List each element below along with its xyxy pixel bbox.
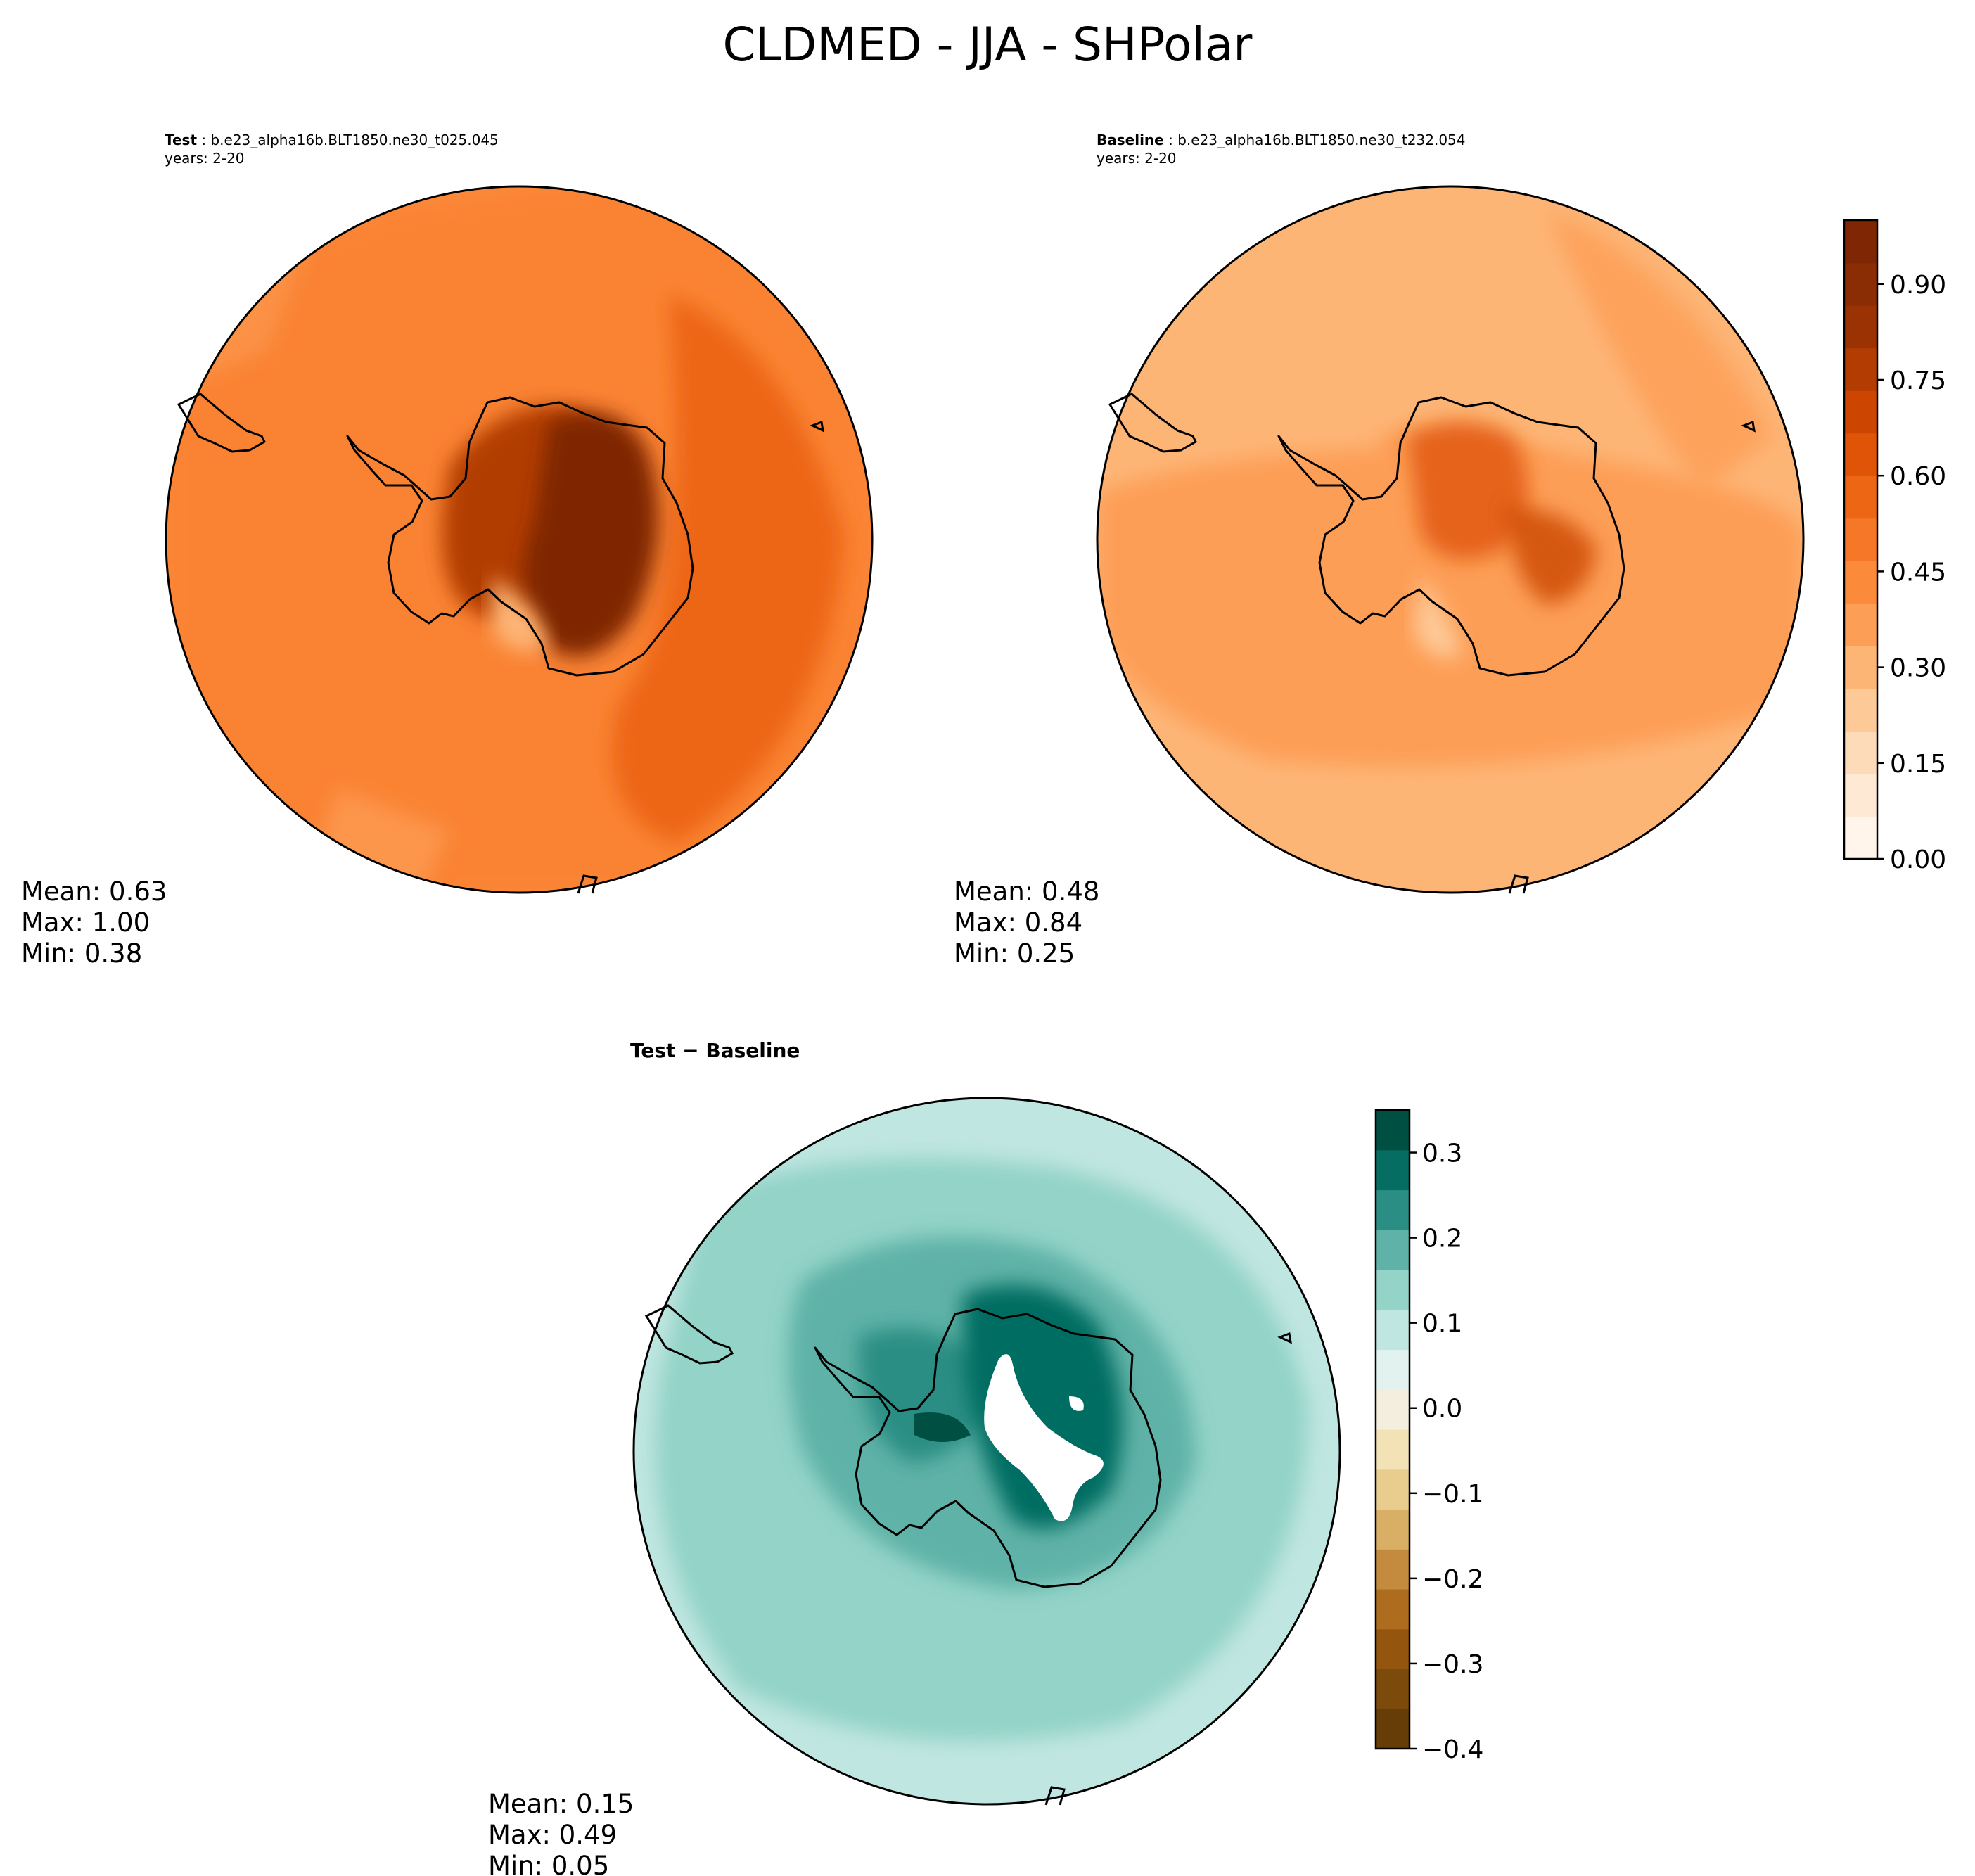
difference-colorbar-segment <box>1376 1589 1410 1630</box>
main-colorbar-tick-label: 0.45 <box>1890 558 1946 587</box>
main-colorbar-segment <box>1844 646 1877 689</box>
main-colorbar-segment <box>1844 476 1877 519</box>
main-colorbar-segment <box>1844 347 1877 391</box>
difference-coastline-south-america <box>644 1304 734 1365</box>
main-colorbar-tick-label: 0.60 <box>1890 462 1946 491</box>
difference-colorbar-segment <box>1376 1469 1410 1510</box>
main-colorbar-border <box>1843 219 1879 860</box>
difference-colorbar-segment <box>1376 1509 1410 1550</box>
test-map <box>166 186 872 893</box>
difference-colorbar-border <box>1374 1109 1411 1750</box>
difference-min: Min: 0.05 <box>488 1851 609 1876</box>
main-colorbar-segment <box>1844 773 1877 817</box>
main-colorbar-segment <box>1844 433 1877 476</box>
figure-title: CLDMED - JJA - SHPolar <box>723 18 1253 72</box>
main-colorbar-segment <box>1844 305 1877 349</box>
baseline-map <box>1097 186 1803 893</box>
difference-mean: Mean: 0.15 <box>488 1789 634 1819</box>
difference-colorbar-segment <box>1376 1549 1410 1590</box>
difference-colorbar-segment <box>1376 1230 1410 1270</box>
baseline-min: Min: 0.25 <box>954 938 1075 969</box>
baseline-max: Max: 0.84 <box>954 907 1082 938</box>
difference-coastline-nz <box>1044 1786 1066 1806</box>
difference-colorbar-segment <box>1376 1270 1410 1310</box>
main-colorbar-segment <box>1844 688 1877 732</box>
difference-colorbar-tick-label: −0.1 <box>1422 1480 1483 1509</box>
main-colorbar-segment <box>1844 561 1877 604</box>
main-colorbar-segment <box>1844 518 1877 561</box>
difference-coastline-island <box>1277 1332 1292 1344</box>
difference-colorbar-segment <box>1376 1628 1410 1670</box>
main-colorbar-tick-label: 0.90 <box>1890 271 1946 300</box>
test-min: Min: 0.38 <box>21 938 142 969</box>
difference-colorbar-segment <box>1376 1149 1410 1191</box>
main-colorbar-tick-label: 0.30 <box>1890 654 1946 683</box>
main-colorbar-segment <box>1844 816 1877 860</box>
main-colorbar-segment <box>1844 603 1877 646</box>
test-max: Max: 1.00 <box>21 907 150 938</box>
difference-colorbar-segment <box>1376 1309 1410 1351</box>
difference-colorbar-tick-label: 0.3 <box>1422 1140 1462 1168</box>
colorbar-main: 0.00 0.15 0.30 0.45 0.60 0.75 0.90 <box>1843 219 1946 874</box>
test-years: years: 2-20 <box>165 150 245 167</box>
difference-coastline <box>814 1308 1162 1588</box>
difference-colorbar-tick-label: −0.2 <box>1422 1565 1483 1594</box>
difference-title: Test − Baseline <box>630 1039 800 1062</box>
test-label: Test <box>165 132 197 148</box>
baseline-map-border <box>1096 185 1805 894</box>
test-coastline <box>346 396 694 677</box>
baseline-coastline-south-america <box>1108 393 1197 453</box>
difference-colorbar-tick-label: 0.1 <box>1422 1310 1462 1339</box>
difference-colorbar-segment <box>1376 1110 1410 1151</box>
difference-map-border <box>632 1097 1341 1806</box>
baseline-coastline-nz <box>1508 874 1529 894</box>
main-colorbar-segment <box>1844 220 1877 264</box>
baseline-mean: Mean: 0.48 <box>954 876 1099 907</box>
difference-colorbar-tick-label: −0.3 <box>1422 1650 1483 1679</box>
difference-colorbar-segment <box>1376 1709 1410 1749</box>
difference-colorbar-segment <box>1376 1189 1410 1230</box>
difference-max: Max: 0.49 <box>488 1820 617 1850</box>
difference-colorbar-tick-label: −0.4 <box>1422 1735 1483 1764</box>
main-colorbar-tick-label: 0.15 <box>1890 750 1946 779</box>
baseline-case-name: b.e23_alpha16b.BLT1850.ne30_t232.054 <box>1177 132 1465 148</box>
main-colorbar-segment <box>1844 262 1877 306</box>
difference-map <box>634 1098 1340 1804</box>
baseline-years: years: 2-20 <box>1097 150 1177 167</box>
test-map-border <box>165 185 874 894</box>
test-mean: Mean: 0.63 <box>21 876 167 907</box>
difference-colorbar-tick-label: 0.2 <box>1422 1225 1462 1253</box>
difference-colorbar-tick-label: 0.0 <box>1422 1395 1462 1424</box>
difference-colorbar-segment <box>1376 1389 1410 1430</box>
baseline-coastline <box>1277 396 1625 677</box>
main-colorbar-segment <box>1844 390 1877 434</box>
difference-colorbar-segment <box>1376 1668 1410 1709</box>
baseline-header: Baseline : b.e23_alpha16b.BLT1850.ne30_t… <box>1097 132 1466 148</box>
difference-colorbar-segment <box>1376 1429 1410 1470</box>
test-coastline-island <box>810 420 824 433</box>
baseline-coastline-island <box>1741 420 1756 433</box>
baseline-label: Baseline <box>1097 132 1164 148</box>
panel-baseline: Baseline : b.e23_alpha16b.BLT1850.ne30_t… <box>954 132 1805 969</box>
colorbar-difference: 0.3 0.2 0.1 0.0 −0.1 −0.2 −0.3 −0.4 <box>1374 1109 1483 1764</box>
test-case-name: b.e23_alpha16b.BLT1850.ne30_t025.045 <box>210 132 498 148</box>
main-colorbar-segment <box>1844 731 1877 774</box>
panel-test: Test : b.e23_alpha16b.BLT1850.ne30_t025.… <box>21 132 874 969</box>
test-coastline-nz <box>577 874 598 894</box>
difference-colorbar-segment <box>1376 1349 1410 1390</box>
panel-difference: Test − Baseline Mean: 0.15 Max: 0.49 Min… <box>488 1039 1341 1876</box>
main-colorbar-tick-label: 0.00 <box>1890 846 1946 874</box>
test-coastline-south-america <box>177 393 266 453</box>
main-colorbar-tick-label: 0.75 <box>1890 366 1946 395</box>
test-header: Test : b.e23_alpha16b.BLT1850.ne30_t025.… <box>165 132 499 148</box>
